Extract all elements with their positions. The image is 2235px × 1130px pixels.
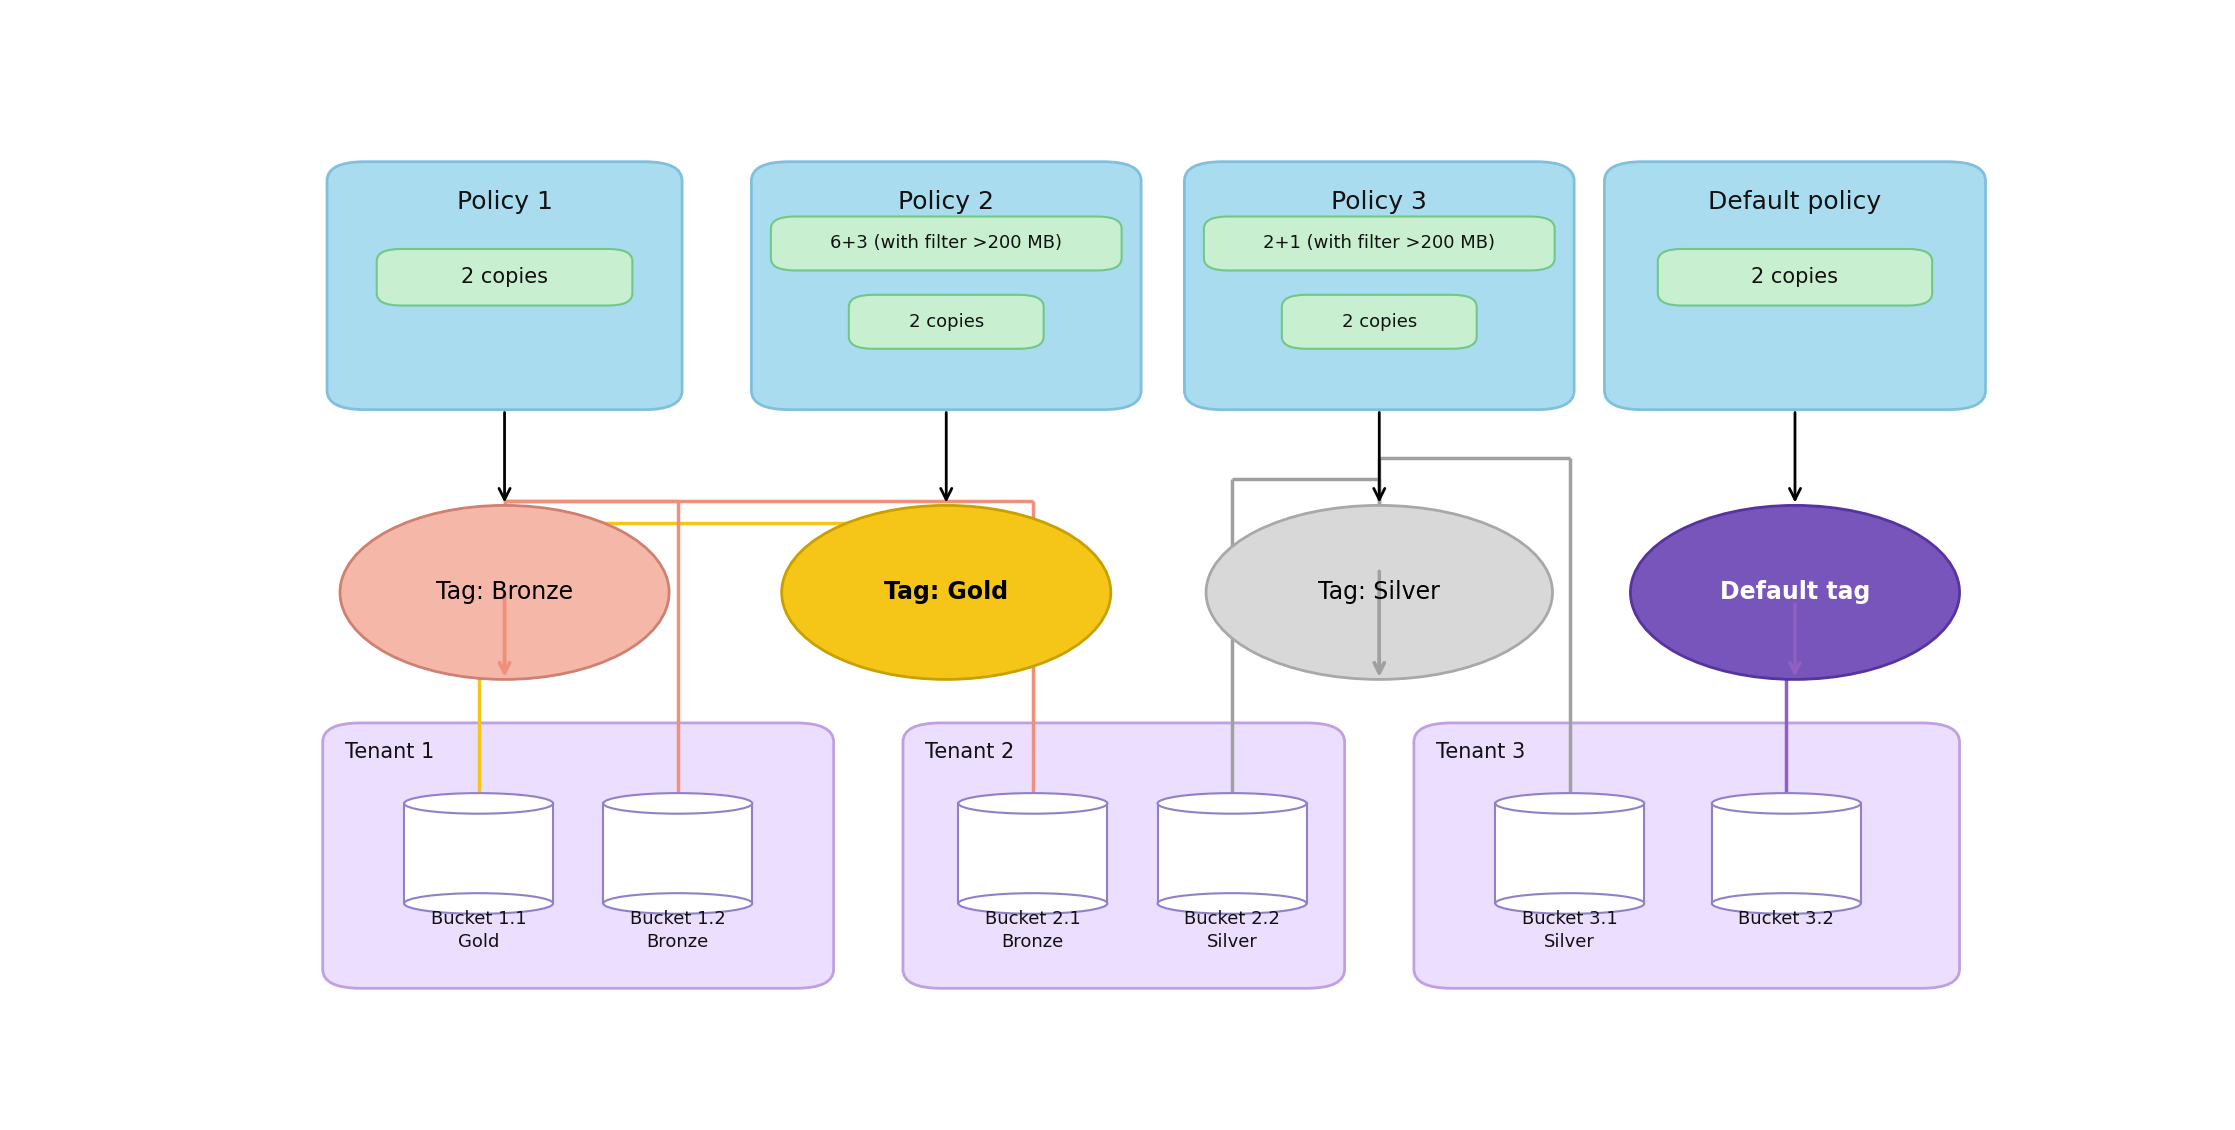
Bar [1712,803,1862,904]
Text: Tenant 1: Tenant 1 [344,742,434,762]
Text: 2 copies: 2 copies [910,313,983,331]
FancyBboxPatch shape [751,162,1142,410]
Text: Default tag: Default tag [1719,581,1871,605]
Text: Bucket 2.1
Bronze: Bucket 2.1 Bronze [986,911,1082,951]
Ellipse shape [1495,793,1645,814]
Ellipse shape [959,793,1106,814]
FancyBboxPatch shape [378,249,633,305]
Ellipse shape [603,893,753,914]
Ellipse shape [782,505,1111,679]
Bar [959,803,1106,904]
Ellipse shape [405,793,552,814]
Text: Bucket 3.2: Bucket 3.2 [1739,911,1835,929]
FancyBboxPatch shape [1415,723,1960,989]
Text: Bucket 2.2
Silver: Bucket 2.2 Silver [1185,911,1281,951]
FancyBboxPatch shape [326,162,682,410]
Ellipse shape [1207,505,1553,679]
Bar [603,803,753,904]
Ellipse shape [340,505,668,679]
FancyBboxPatch shape [1605,162,1985,410]
Text: Tenant 3: Tenant 3 [1437,742,1527,762]
FancyBboxPatch shape [1283,295,1477,349]
Text: Bucket 1.2
Bronze: Bucket 1.2 Bronze [630,911,726,951]
Ellipse shape [603,793,753,814]
Bar [1158,803,1307,904]
FancyBboxPatch shape [1185,162,1573,410]
Bar [405,803,552,904]
Ellipse shape [1158,893,1307,914]
Text: Default policy: Default policy [1708,190,1882,214]
Ellipse shape [1629,505,1960,679]
Text: Tenant 2: Tenant 2 [925,742,1015,762]
FancyBboxPatch shape [771,217,1122,270]
Ellipse shape [1158,793,1307,814]
FancyBboxPatch shape [1658,249,1933,305]
Ellipse shape [1712,793,1862,814]
Text: Tag: Silver: Tag: Silver [1319,581,1439,605]
Text: 2 copies: 2 copies [1341,313,1417,331]
Text: 2+1 (with filter >200 MB): 2+1 (with filter >200 MB) [1263,235,1495,252]
FancyBboxPatch shape [322,723,834,989]
Text: 2 copies: 2 copies [460,268,548,287]
Ellipse shape [1712,893,1862,914]
Ellipse shape [1495,893,1645,914]
FancyBboxPatch shape [903,723,1345,989]
Text: Policy 2: Policy 2 [898,190,995,214]
Bar [1495,803,1645,904]
Text: Policy 1: Policy 1 [456,190,552,214]
Text: 2 copies: 2 copies [1752,268,1839,287]
Text: Policy 3: Policy 3 [1332,190,1428,214]
Text: 6+3 (with filter >200 MB): 6+3 (with filter >200 MB) [829,235,1062,252]
Text: Bucket 1.1
Gold: Bucket 1.1 Gold [431,911,527,951]
Text: Tag: Gold: Tag: Gold [885,581,1008,605]
Text: Bucket 3.1
Silver: Bucket 3.1 Silver [1522,911,1618,951]
Ellipse shape [959,893,1106,914]
Text: Tag: Bronze: Tag: Bronze [436,581,572,605]
FancyBboxPatch shape [849,295,1044,349]
Ellipse shape [405,893,552,914]
FancyBboxPatch shape [1205,217,1556,270]
